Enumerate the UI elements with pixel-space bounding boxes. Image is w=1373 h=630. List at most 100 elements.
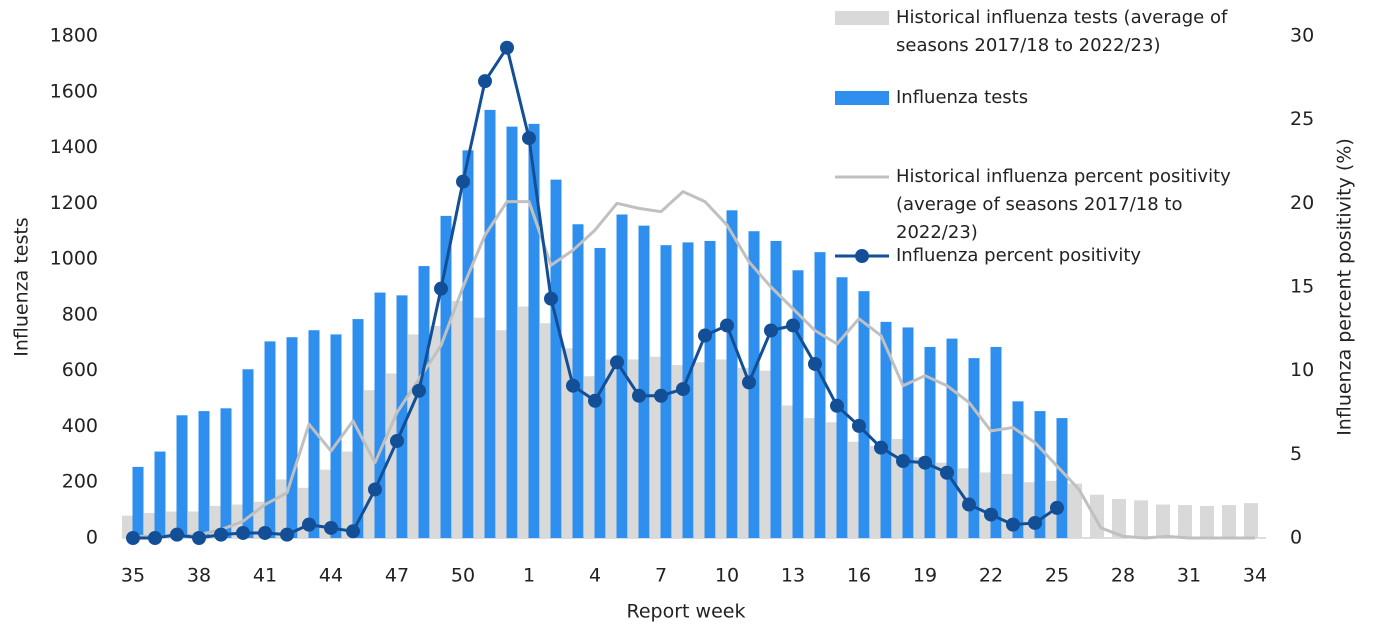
bar — [286, 337, 298, 538]
marker — [588, 393, 602, 408]
marker — [764, 323, 778, 338]
line — [133, 190, 1255, 540]
bar — [924, 346, 936, 538]
marker — [280, 527, 294, 542]
x-tick-label: 35 — [121, 565, 145, 587]
marker — [236, 525, 250, 540]
legend-swatch — [835, 91, 889, 105]
bar — [528, 123, 540, 538]
bar — [616, 214, 628, 538]
x-tick-label: 25 — [1045, 565, 1069, 587]
bar — [858, 291, 870, 538]
y-tick-label: 1600 — [50, 80, 98, 102]
marker — [192, 531, 206, 545]
bar — [484, 109, 496, 539]
marker — [1028, 515, 1042, 530]
marker — [434, 281, 448, 296]
bar — [176, 415, 188, 538]
marker — [676, 382, 690, 397]
bar — [440, 215, 452, 538]
marker — [918, 455, 932, 470]
x-tick-label: 41 — [253, 565, 277, 587]
marker — [456, 174, 470, 189]
bar — [1012, 401, 1024, 538]
marker — [896, 454, 910, 469]
marker — [808, 356, 822, 371]
x-tick-label: 28 — [1111, 565, 1135, 587]
marker — [346, 524, 360, 539]
legend-label: Historical influenza tests (average of s… — [896, 7, 1228, 56]
y2-tick-label: 15 — [1290, 276, 1314, 298]
marker — [500, 40, 514, 55]
x-tick-label: 38 — [187, 565, 211, 587]
legend-marker — [855, 249, 869, 263]
y2-tick-label: 0 — [1290, 527, 1302, 549]
legend-label: Historical influenza percent positivity … — [896, 166, 1231, 243]
marker — [610, 355, 624, 370]
x-axis-label: Report week — [627, 601, 746, 623]
bar — [792, 270, 804, 538]
y2-tick-label: 5 — [1290, 443, 1302, 465]
y-tick-label: 1000 — [50, 248, 98, 270]
marker — [742, 375, 756, 390]
bar — [1068, 483, 1082, 538]
bar — [242, 369, 254, 538]
marker — [368, 482, 382, 497]
y-tick-label: 0 — [86, 527, 98, 549]
x-tick-label: 31 — [1177, 565, 1201, 587]
marker — [214, 527, 228, 542]
bar — [418, 266, 430, 538]
marker — [522, 131, 536, 146]
x-tick-label: 1 — [523, 565, 535, 587]
bar — [902, 327, 914, 538]
bar — [1134, 500, 1148, 538]
marker — [544, 291, 558, 306]
bar — [506, 126, 518, 538]
marker — [874, 440, 888, 455]
marker — [1006, 517, 1020, 532]
marker — [148, 531, 162, 545]
bar — [814, 252, 826, 538]
marker — [654, 388, 668, 403]
bar — [1056, 418, 1068, 538]
bar — [1222, 505, 1236, 538]
bar — [1156, 504, 1170, 538]
y2-tick-label: 10 — [1290, 359, 1314, 381]
bar — [264, 341, 276, 538]
x-tick-label: 19 — [913, 565, 937, 587]
y-tick-label: 1200 — [50, 192, 98, 214]
bar — [396, 295, 408, 538]
marker — [830, 398, 844, 413]
y2-tick-label: 20 — [1290, 192, 1314, 214]
marker — [258, 525, 272, 540]
y2-axis-label: Influenza percent positivity (%) — [1334, 138, 1356, 436]
legend-swatch — [835, 11, 889, 25]
y2-tick-label: 25 — [1290, 108, 1314, 130]
legend-label: Influenza percent positivity — [896, 245, 1142, 266]
x-tick-label: 47 — [385, 565, 409, 587]
bar — [220, 408, 232, 538]
marker — [852, 418, 866, 433]
bar — [880, 321, 892, 538]
marker — [412, 383, 426, 398]
marker — [390, 433, 404, 448]
bar — [770, 240, 782, 538]
y2-tick-label: 30 — [1290, 25, 1314, 47]
bar — [968, 358, 980, 538]
bar — [638, 225, 650, 538]
y-tick-label: 200 — [62, 471, 98, 493]
x-tick-label: 7 — [655, 565, 667, 587]
bar — [704, 240, 716, 538]
x-tick-label: 50 — [451, 565, 475, 587]
bar — [330, 334, 342, 538]
marker — [126, 531, 140, 545]
y-tick-label: 1800 — [50, 25, 98, 47]
x-tick-label: 16 — [847, 565, 871, 587]
bar — [132, 466, 144, 538]
bar — [1090, 494, 1104, 538]
y-axis-label: Influenza tests — [11, 217, 33, 356]
x-tick-label: 13 — [781, 565, 805, 587]
marker — [720, 318, 734, 333]
x-tick-label: 34 — [1243, 565, 1267, 587]
